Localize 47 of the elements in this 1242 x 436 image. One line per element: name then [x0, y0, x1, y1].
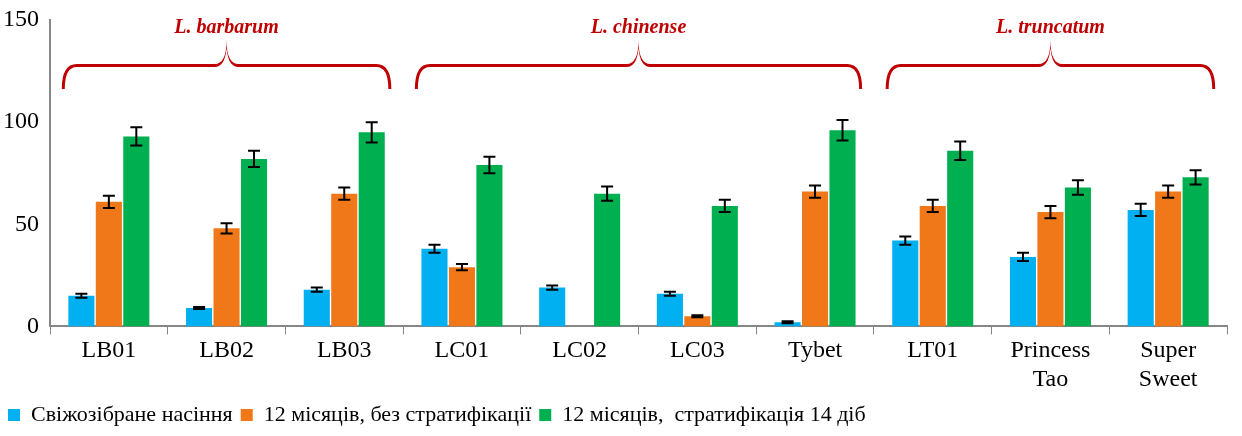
y-tick-label: 50 — [15, 209, 39, 236]
bar — [240, 158, 268, 327]
legend-label: 12 місяців, без стратифікації — [263, 400, 533, 426]
bar — [448, 267, 475, 327]
bar — [711, 205, 738, 327]
x-tick-label: LB03 — [316, 336, 372, 363]
x-tick-label: LB02 — [199, 336, 254, 363]
y-tick-label: 150 — [3, 5, 39, 32]
bar — [892, 240, 919, 327]
y-tick-label: 0 — [27, 311, 39, 338]
bar — [1064, 187, 1091, 327]
bar — [829, 130, 856, 327]
x-tick-label: LC03 — [670, 336, 725, 363]
x-tick-label: LT01 — [907, 336, 959, 363]
bar — [213, 228, 240, 327]
bar — [802, 191, 829, 327]
x-tick-label: LB01 — [81, 336, 137, 363]
bar — [1127, 209, 1154, 327]
bar — [1155, 191, 1182, 327]
bar — [594, 193, 621, 327]
bar — [358, 132, 385, 327]
annotation: L. barbarum — [173, 15, 279, 38]
bar — [539, 287, 566, 327]
bar — [919, 205, 946, 327]
x-tick-label: LC02 — [552, 336, 607, 363]
legend-label: Свіжозібране насіння — [31, 400, 233, 426]
annotation: L. chinense — [589, 15, 687, 38]
bar — [303, 289, 330, 327]
bar — [1037, 212, 1064, 327]
bar — [95, 201, 122, 327]
bar — [421, 248, 448, 327]
bar — [476, 165, 503, 327]
x-tick-label: Princess Tao — [1010, 336, 1091, 391]
bar — [186, 308, 213, 327]
bar — [331, 193, 358, 327]
bar — [123, 136, 150, 327]
bar — [947, 150, 974, 327]
bar — [68, 295, 95, 327]
x-tick-label: Tybet — [787, 336, 843, 363]
bar — [1182, 177, 1209, 327]
x-tick-label: LC01 — [434, 336, 490, 363]
x-tick-label: Super Sweet — [1138, 336, 1198, 391]
y-tick-label: 100 — [3, 107, 39, 134]
bar — [656, 293, 683, 327]
bar — [1009, 256, 1037, 327]
legend-label: 12 місяців, стратифікація 14 діб — [562, 400, 866, 426]
annotation: L. truncatum — [994, 15, 1105, 38]
